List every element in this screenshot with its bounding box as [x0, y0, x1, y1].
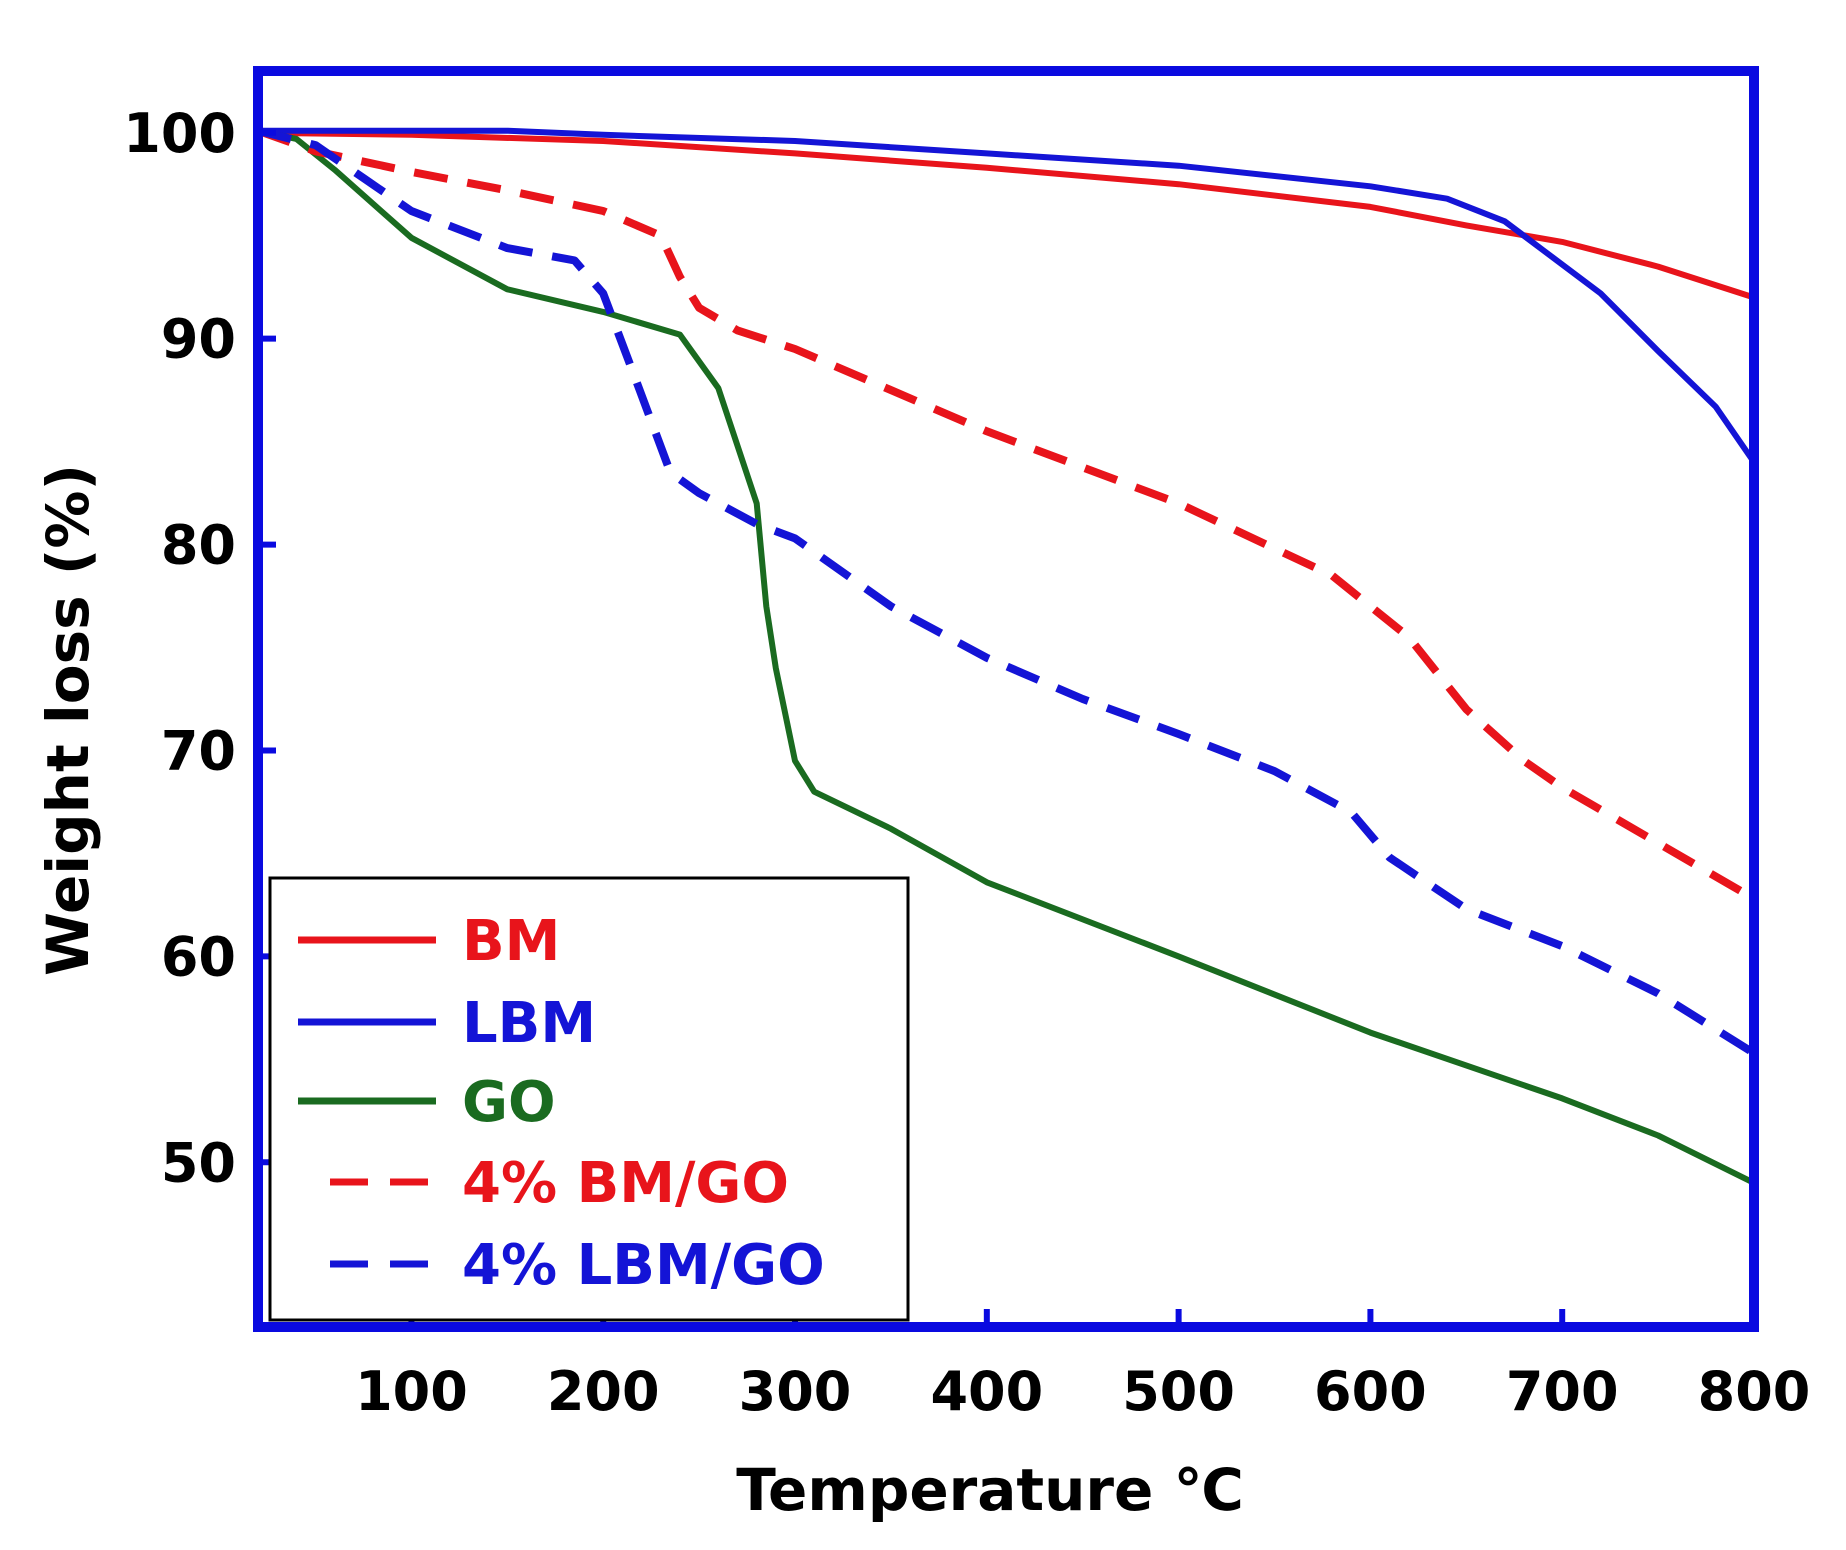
legend-label-go: GO [462, 1070, 556, 1135]
series-line-4pct-bm-go [256, 126, 1757, 903]
x-tick-label: 200 [547, 1360, 660, 1423]
y-tick-label: 100 [123, 102, 236, 165]
x-tick-label: 100 [355, 1360, 468, 1423]
ticks-layer: 100 200 300 400 500 600 700 800 50 60 70 80 90 100 [123, 102, 1810, 1423]
x-tick-label: 800 [1698, 1360, 1811, 1423]
x-tick-label: 700 [1506, 1360, 1619, 1423]
series-line-4pct-lbm-go [257, 126, 1757, 1057]
series-line-lbm [258, 127, 1757, 464]
series-line-go [257, 127, 1756, 1186]
y-tick-label: 50 [161, 1131, 236, 1194]
x-tick-label: 500 [1122, 1360, 1235, 1423]
legend-label-bm: BM [462, 909, 560, 974]
legend-label-bm-go: 4% BM/GO [462, 1151, 789, 1216]
plot-frame [253, 66, 1759, 1332]
series-line-bm [257, 129, 1755, 301]
legend: BM LBM GO 4% BM/GO 4% LBM/GO [268, 876, 910, 1322]
y-tick-label: 60 [161, 925, 236, 988]
y-tick-label: 90 [161, 308, 236, 371]
y-tick-label: 70 [161, 719, 236, 782]
x-axis-title: Temperature ℃ [736, 1456, 1244, 1524]
x-tick-label: 300 [739, 1360, 852, 1423]
legend-label-lbm: LBM [462, 991, 596, 1056]
x-tick-label: 400 [930, 1360, 1043, 1423]
legend-label-lbm-go: 4% LBM/GO [462, 1233, 825, 1298]
x-tick-label: 600 [1314, 1360, 1427, 1423]
y-axis-title: Weight loss (%) [34, 464, 102, 976]
y-tick-label: 80 [161, 514, 236, 577]
series-layer [256, 126, 1757, 1186]
